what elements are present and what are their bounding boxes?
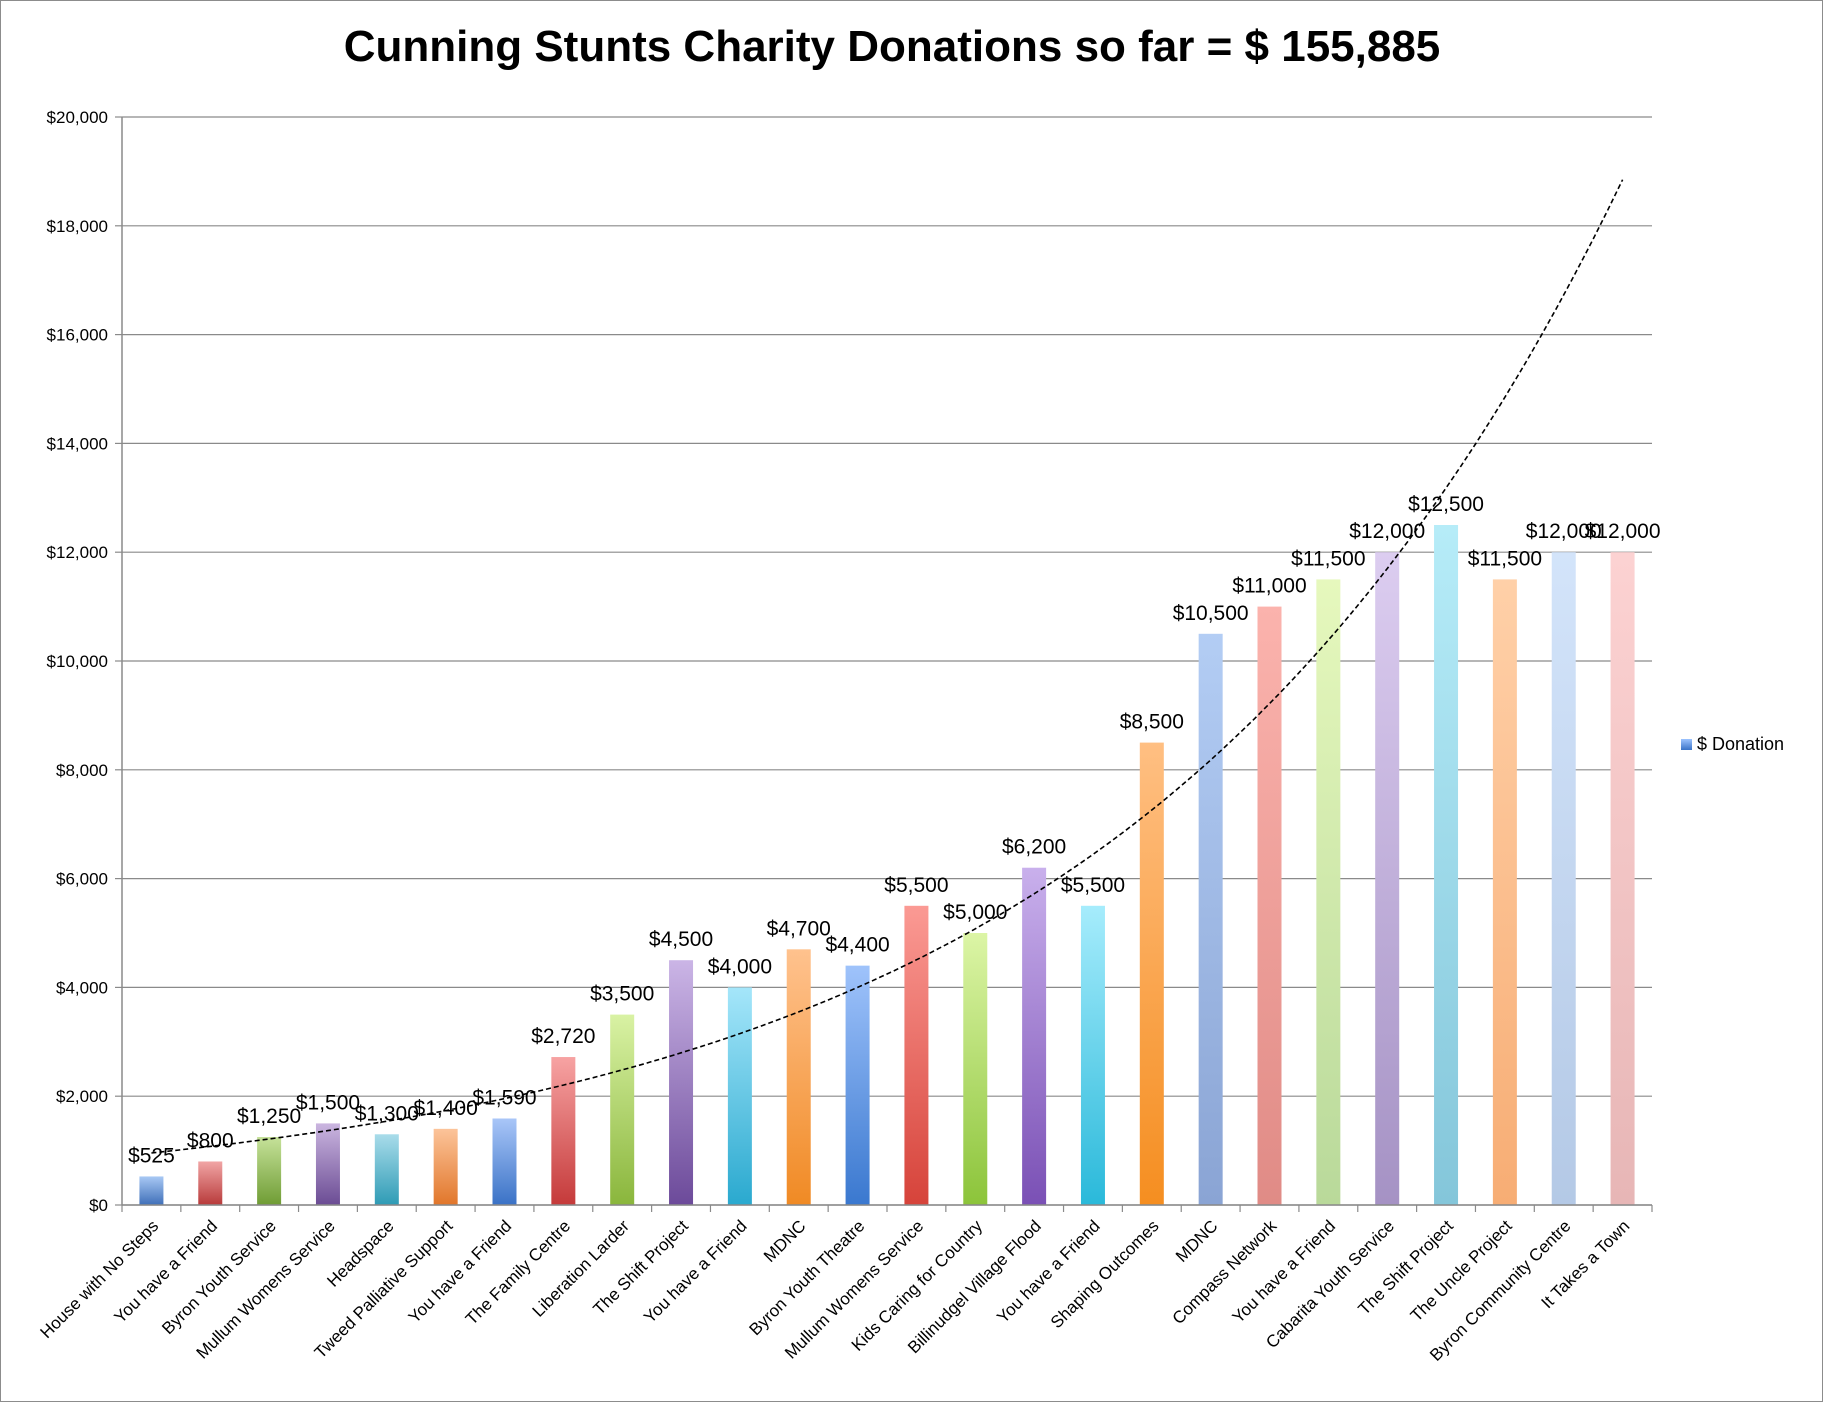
bar — [1610, 552, 1635, 1205]
bar — [1022, 867, 1047, 1205]
y-tick-label: $4,000 — [56, 978, 108, 997]
y-tick-label: $18,000 — [47, 217, 108, 236]
category-label: Byron Youth Service — [158, 1216, 280, 1338]
y-tick-label: $8,000 — [56, 761, 108, 780]
bar — [1257, 606, 1282, 1205]
bar — [1198, 633, 1223, 1205]
data-label: $12,500 — [1408, 493, 1484, 516]
data-label: $11,500 — [1468, 547, 1542, 570]
bar — [1492, 579, 1517, 1205]
category-label: MDNC — [1172, 1216, 1221, 1265]
legend: $ Donation — [1681, 734, 1784, 755]
y-tick-label: $0 — [89, 1196, 108, 1215]
category-label: The Family Centre — [462, 1216, 574, 1328]
data-label: $1,590 — [472, 1087, 536, 1110]
bar — [1139, 742, 1164, 1205]
bar — [1316, 579, 1341, 1205]
data-label: $525 — [128, 1144, 175, 1167]
data-label: $12,000 — [1585, 520, 1661, 543]
legend-label: $ Donation — [1697, 734, 1785, 754]
data-label: $1,400 — [414, 1097, 478, 1120]
category-label: House with No Steps — [37, 1216, 163, 1342]
data-label: $12,000 — [1526, 520, 1602, 543]
bar — [374, 1134, 399, 1205]
bar — [904, 905, 929, 1205]
bar — [139, 1176, 164, 1205]
data-label: $3,500 — [590, 983, 654, 1006]
data-label: $4,500 — [649, 928, 713, 951]
data-label: $12,000 — [1349, 520, 1425, 543]
y-tick-label: $10,000 — [47, 652, 108, 671]
data-label: $800 — [187, 1129, 234, 1152]
data-label: $1,250 — [237, 1105, 301, 1128]
data-label: $5,000 — [943, 901, 1007, 924]
bar — [433, 1128, 458, 1205]
category-label: Byron Youth Theatre — [746, 1216, 869, 1339]
bar — [551, 1057, 576, 1205]
bar — [257, 1137, 282, 1205]
y-tick-label: $2,000 — [56, 1087, 108, 1106]
category-label: You have a Friend — [993, 1216, 1104, 1327]
data-label: $2,720 — [531, 1025, 595, 1048]
bar — [786, 949, 811, 1205]
data-label: $11,500 — [1291, 547, 1365, 570]
bar — [610, 1014, 635, 1205]
trendline — [151, 179, 1624, 1154]
category-label: You have a Friend — [111, 1216, 222, 1327]
data-label: $11,000 — [1232, 575, 1306, 598]
bar — [1080, 905, 1105, 1205]
category-label: MDNC — [760, 1216, 809, 1265]
data-label: $1,300 — [355, 1102, 419, 1125]
data-label: $4,700 — [767, 917, 831, 940]
bar — [1375, 552, 1400, 1205]
bar — [727, 987, 752, 1205]
data-label: $4,000 — [708, 955, 772, 978]
legend-swatch — [1681, 739, 1692, 750]
data-label: $6,200 — [1002, 836, 1066, 859]
data-label: $1,500 — [296, 1091, 360, 1114]
category-label: The Uncle Project — [1407, 1216, 1516, 1325]
category-label: You have a Friend — [405, 1216, 516, 1327]
data-label: $5,500 — [1061, 874, 1125, 897]
chart-title: Cunning Stunts Charity Donations so far … — [343, 22, 1441, 71]
data-label: $10,500 — [1173, 602, 1249, 625]
category-label: You have a Friend — [1229, 1216, 1340, 1327]
bar — [1434, 525, 1459, 1205]
bar — [1551, 552, 1576, 1205]
data-label: $5,500 — [884, 874, 948, 897]
y-tick-label: $14,000 — [47, 434, 108, 453]
category-label: Shaping Outcomes — [1047, 1216, 1163, 1332]
bar — [492, 1118, 517, 1205]
bar — [669, 960, 694, 1205]
bar — [315, 1123, 340, 1205]
category-label: You have a Friend — [640, 1216, 751, 1327]
y-tick-label: $6,000 — [56, 870, 108, 889]
y-tick-label: $12,000 — [47, 543, 108, 562]
bar — [198, 1161, 223, 1205]
data-label: $4,400 — [825, 934, 889, 957]
bar — [845, 965, 870, 1205]
data-label: $8,500 — [1120, 711, 1184, 734]
category-label: Compass Network — [1169, 1216, 1281, 1328]
bar — [963, 933, 988, 1205]
y-tick-label: $20,000 — [47, 108, 108, 127]
y-tick-label: $16,000 — [47, 326, 108, 345]
